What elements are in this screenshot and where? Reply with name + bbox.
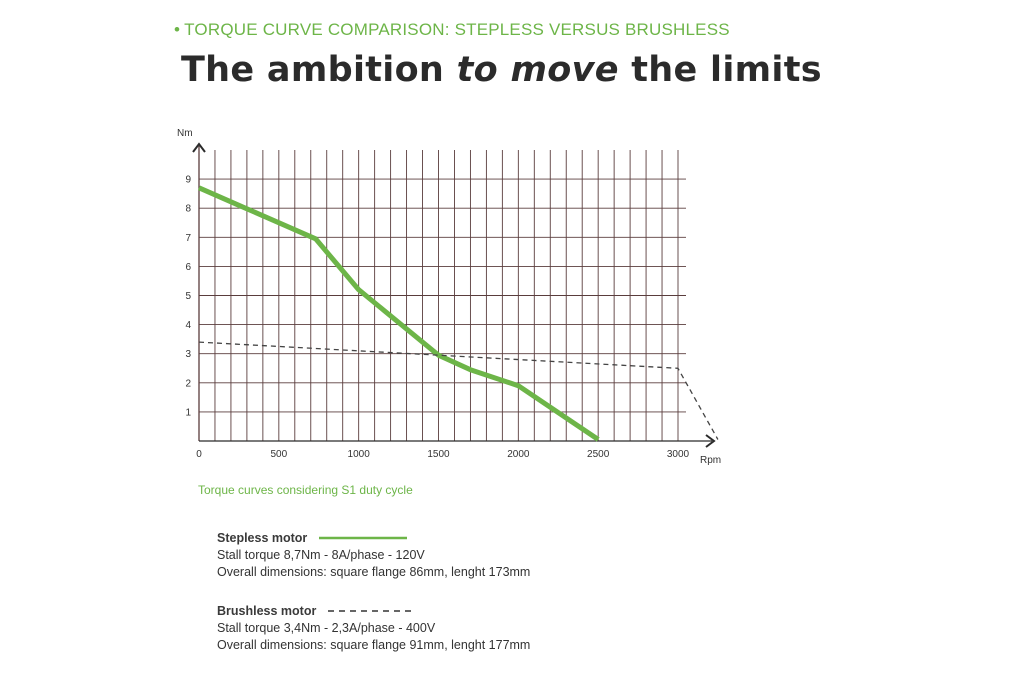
chart-grid xyxy=(198,146,686,441)
page-title: The ambition to move the limits xyxy=(181,50,822,90)
y-tick-label: 6 xyxy=(185,262,191,273)
subtitle-text: TORQUE CURVE COMPARISON: STEPLESS VERSUS… xyxy=(184,20,730,39)
x-tick-label: 3000 xyxy=(667,449,690,460)
legend-brushless: Brushless motor Stall torque 3,4Nm - 2,3… xyxy=(217,602,637,654)
chart-note: Torque curves considering S1 duty cycle xyxy=(198,483,413,497)
y-tick-label: 9 xyxy=(185,175,191,186)
legend-stepless-name: Stepless motor xyxy=(217,529,637,547)
y-tick-label: 5 xyxy=(185,291,191,302)
legend-brushless-line xyxy=(328,610,417,612)
legend-stepless-label: Stepless motor xyxy=(217,531,308,545)
y-tick-label: 4 xyxy=(185,320,191,331)
x-tick-label: 2500 xyxy=(587,449,610,460)
x-axis-label: Rpm xyxy=(700,455,721,466)
brushless-torque-line xyxy=(198,341,719,440)
y-tick-label: 2 xyxy=(185,378,191,389)
chart-ticks: 0 500 1000 1500 2000 2500 3000 1 2 3 4 5 6 7 8 9 xyxy=(185,175,689,460)
x-axis-arrow-icon xyxy=(705,434,716,448)
chart-subtitle: • TORQUE CURVE COMPARISON: STEPLESS VERSU… xyxy=(174,20,730,40)
y-tick-label: 1 xyxy=(185,407,191,418)
x-tick-label: 1500 xyxy=(427,449,450,460)
legend-stepless: Stepless motor Stall torque 8,7Nm - 8A/p… xyxy=(217,529,637,581)
y-tick-label: 3 xyxy=(185,349,191,360)
y-axis-arrow-icon xyxy=(192,142,206,153)
legend-brushless-stall: Stall torque 3,4Nm - 2,3A/phase - 400V xyxy=(217,621,436,635)
legend-brushless-label: Brushless motor xyxy=(217,604,317,618)
chart-series xyxy=(197,185,719,442)
x-tick-label: 1000 xyxy=(348,449,371,460)
x-tick-label: 2000 xyxy=(507,449,530,460)
chart-axes: Nm Rpm xyxy=(177,128,721,466)
legend-stepless-line xyxy=(319,536,408,540)
legend-stepless-stall: Stall torque 8,7Nm - 8A/phase - 120V xyxy=(217,548,425,562)
y-tick-label: 7 xyxy=(185,233,191,244)
stepless-torque-line xyxy=(197,185,600,442)
legend-stepless-dimensions: Overall dimensions: square flange 86mm, … xyxy=(217,565,531,579)
title-emphasis: to move xyxy=(456,50,619,90)
legend-brushless-name: Brushless motor xyxy=(217,602,637,620)
title-part2: the limits xyxy=(618,50,822,90)
x-tick-label: 500 xyxy=(270,449,287,460)
x-tick-label: 0 xyxy=(196,449,202,460)
bullet-icon: • xyxy=(174,20,181,39)
y-tick-label: 8 xyxy=(185,204,191,215)
title-part1: The ambition xyxy=(181,50,457,90)
y-axis-label: Nm xyxy=(177,128,193,139)
legend-brushless-dimensions: Overall dimensions: square flange 91mm, … xyxy=(217,638,531,652)
